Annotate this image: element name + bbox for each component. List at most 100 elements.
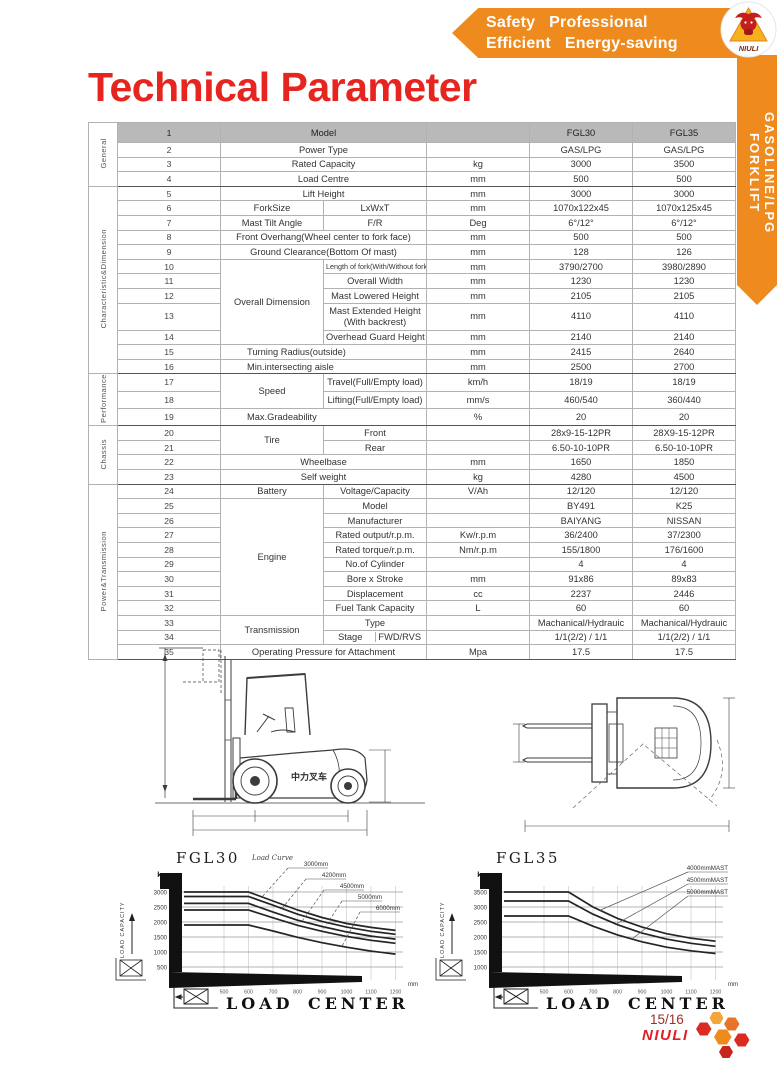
param-label: Front Overhang(Wheel center to fork face… [220,229,427,246]
value-fgl30: 128 [529,244,633,260]
unit-cell: km/h [426,373,530,392]
unit-cell [426,439,530,456]
value-fgl35: 3000 [632,185,736,202]
value-fgl30: 91x86 [529,571,633,587]
unit-cell: mm [426,258,530,275]
unit-cell: L [426,600,530,617]
svg-text:LOAD CAPACITY: LOAD CAPACITY [440,901,446,958]
forklift-side-view [155,647,425,836]
svg-text:mm: mm [728,982,738,988]
unit-cell: mm [426,302,530,331]
svg-text:600: 600 [244,990,253,996]
unit-cell: Mpa [426,644,530,660]
value-fgl35: 17.5 [632,644,736,660]
param-sublabel: Model [323,498,427,514]
unit-cell [426,615,530,631]
row-number: 1 [117,122,221,143]
value-fgl30: 3790/2700 [529,258,633,275]
unit-cell [426,556,530,573]
param-sublabel: No.of Cylinder [323,556,427,573]
value-fgl35: 20 [632,407,736,427]
param-label: Turning Radius(outside) [220,344,427,360]
value-fgl35: 500 [632,229,736,246]
value-fgl30: 460/540 [529,390,633,409]
value-fgl30: 60 [529,600,633,617]
value-fgl35: 12/120 [632,483,736,500]
row-number: 33 [117,615,221,631]
row-number: 6 [117,200,221,216]
param-label: Power Type [220,142,427,158]
row-number: 12 [117,287,221,304]
value-fgl35: FGL35 [632,122,736,143]
value-fgl35: 3500 [632,156,736,173]
svg-text:1500: 1500 [154,935,168,941]
load-curve-chart-fgl30: 3000mm 4200mm 4500mm 5000mm 6000mm 3000 2500 20… [115,849,418,1013]
svg-text:4500mmMAST: 4500mmMAST [687,877,728,884]
param-label: Speed [220,373,324,409]
row-number: 22 [117,454,221,471]
svg-text:1100: 1100 [685,990,696,996]
category-ribbon-label: GASOLINE/LPG FORKLIFT [747,111,777,235]
value-fgl30: 17.5 [529,644,633,660]
param-sublabel: Rear [323,439,427,456]
unit-cell: mm [426,454,530,471]
svg-text:1500: 1500 [474,950,488,956]
value-fgl30: BAIYANG [529,512,633,529]
niuli-logo-icon: NIULI [720,1,777,58]
unit-cell: Nm/r.p.m [426,542,530,558]
svg-text:LOAD CAPACITY: LOAD CAPACITY [120,901,126,958]
unit-cell: kg [426,156,530,173]
svg-text:800: 800 [613,990,622,996]
value-fgl35: K25 [632,498,736,514]
param-label: Transmission [220,615,324,646]
svg-text:LOAD: LOAD [546,994,613,1013]
row-number: 27 [117,527,221,544]
slogan-banner: Safety Professional Efficient Energy-savi… [452,8,744,58]
unit-cell: V/Ah [426,483,530,500]
row-number: 18 [117,390,221,409]
param-label: Lift Height [220,185,427,202]
value-fgl30: 4 [529,556,633,573]
param-label: Engine [220,498,324,617]
row-number: 16 [117,358,221,375]
svg-text:800: 800 [293,990,302,996]
param-label: Min.intersecting aisle [220,358,427,375]
value-fgl35: 2700 [632,358,736,375]
param-sublabel: Mast Lowered Height [323,287,427,304]
unit-cell: mm [426,273,530,289]
unit-cell: mm [426,344,530,360]
svg-text:2000: 2000 [474,935,488,941]
param-sublabel-pair: Stage FWD/RVS [323,629,427,646]
param-sublabel: F/R [323,214,427,231]
slogan-line2: Efficient Energy-saving [486,35,678,52]
value-fgl30: 2105 [529,287,633,304]
value-fgl35: 6.50-10-10PR [632,439,736,456]
row-number: 20 [117,425,221,441]
unit-cell: % [426,407,530,427]
footer-brand: NIULI [642,1027,689,1044]
niuli-logo: NIULI [720,1,777,58]
page-title: Technical Parameter [88,64,477,110]
param-label: Rated Capacity [220,156,427,173]
unit-cell [426,425,530,441]
unit-cell: kg [426,469,530,485]
value-fgl30: Machanical/Hydrauic [529,615,633,631]
value-fgl35: 2140 [632,329,736,346]
row-number: 4 [117,171,221,187]
svg-text:FGL35: FGL35 [496,849,560,867]
svg-text:5000mmMAST: 5000mmMAST [687,889,728,896]
row-number: 13 [117,302,221,331]
vehicle-marking: 中力叉车 [291,771,327,783]
svg-text:6000mm: 6000mm [376,905,400,912]
param-sublabel: Displacement [323,585,427,602]
svg-text:CENTER: CENTER [628,994,729,1013]
logo-wordmark: NIULI [739,44,759,53]
unit-cell: Deg [426,214,530,231]
value-fgl35: 6°/12° [632,214,736,231]
param-label: Self weight [220,469,427,485]
value-fgl30: 2415 [529,344,633,360]
unit-cell: mm [426,358,530,375]
value-fgl35: 1850 [632,454,736,471]
svg-text:2000: 2000 [154,920,168,926]
param-sublabel: Fuel Tank Capacity [323,600,427,617]
